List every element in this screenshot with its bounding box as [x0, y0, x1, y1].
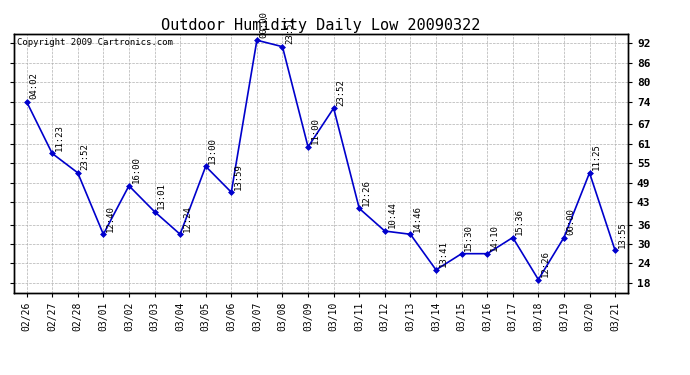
Text: 14:46: 14:46: [413, 205, 422, 232]
Text: 13:59: 13:59: [234, 163, 243, 190]
Text: 12:26: 12:26: [362, 179, 371, 206]
Title: Outdoor Humidity Daily Low 20090322: Outdoor Humidity Daily Low 20090322: [161, 18, 480, 33]
Text: 23:52: 23:52: [80, 143, 89, 170]
Text: 10:44: 10:44: [387, 202, 396, 228]
Text: 11:25: 11:25: [592, 143, 601, 170]
Text: 12:40: 12:40: [106, 205, 115, 232]
Text: 16:00: 16:00: [132, 156, 141, 183]
Text: 14:10: 14:10: [490, 224, 499, 251]
Text: 23:51: 23:51: [285, 17, 294, 44]
Text: 15:30: 15:30: [464, 224, 473, 251]
Text: Copyright 2009 Cartronics.com: Copyright 2009 Cartronics.com: [17, 38, 172, 46]
Text: 13:01: 13:01: [157, 182, 166, 209]
Text: 13:41: 13:41: [439, 240, 448, 267]
Text: 04:02: 04:02: [29, 72, 38, 99]
Text: 11:23: 11:23: [55, 124, 63, 151]
Text: 13:00: 13:00: [208, 137, 217, 164]
Text: 15:36: 15:36: [515, 208, 524, 235]
Text: 12:24: 12:24: [183, 205, 192, 232]
Text: 00:00: 00:00: [259, 11, 268, 38]
Text: 12:26: 12:26: [541, 250, 550, 277]
Text: 13:55: 13:55: [618, 221, 627, 248]
Text: 00:00: 00:00: [566, 208, 575, 235]
Text: 23:52: 23:52: [336, 79, 345, 105]
Text: 11:00: 11:00: [310, 117, 319, 144]
